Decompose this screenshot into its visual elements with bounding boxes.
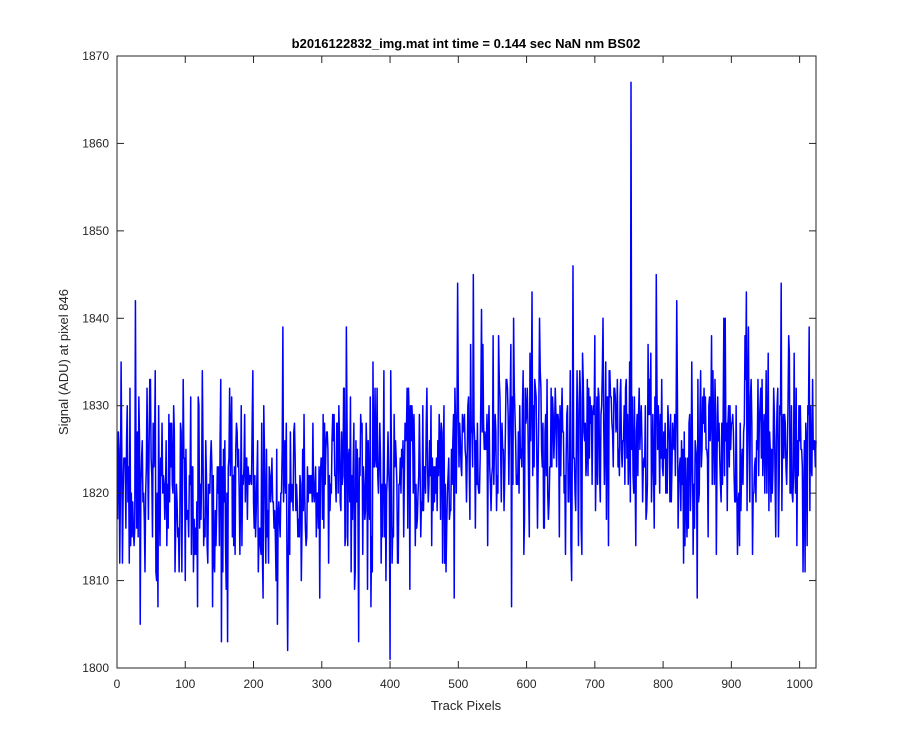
y-tick-label: 1830 [82,399,109,413]
y-tick-label: 1810 [82,574,109,588]
x-tick-label: 500 [448,677,468,691]
y-axis-ticks: 1800 1810 1820 1830 1840 1850 1860 1870 [82,49,816,675]
y-tick-label: 1860 [82,136,109,150]
y-tick-label: 1840 [82,311,109,325]
y-tick-label: 1850 [82,224,109,238]
y-tick-label: 1820 [82,486,109,500]
plot-area [117,56,816,668]
x-axis-ticks: 0 100 200 300 400 500 600 700 800 900 1000 [114,56,813,691]
x-tick-label: 800 [653,677,673,691]
x-tick-label: 0 [114,677,121,691]
y-tick-label: 1870 [82,49,109,63]
x-tick-label: 100 [175,677,195,691]
axes-box [116,55,817,669]
chart-title: b2016122832_img.mat int time = 0.144 sec… [292,36,641,51]
x-tick-label: 200 [244,677,264,691]
x-axis-label: Track Pixels [431,698,502,713]
series-line [116,81,817,661]
x-tick-label: 400 [380,677,400,691]
x-tick-label: 1000 [786,677,813,691]
x-tick-label: 300 [312,677,332,691]
data-layer [116,81,817,661]
x-tick-label: 900 [721,677,741,691]
y-tick-label: 1800 [82,661,109,675]
x-tick-label: 600 [517,677,537,691]
x-tick-label: 700 [585,677,605,691]
y-axis-label: Signal (ADU) at pixel 846 [56,289,71,435]
